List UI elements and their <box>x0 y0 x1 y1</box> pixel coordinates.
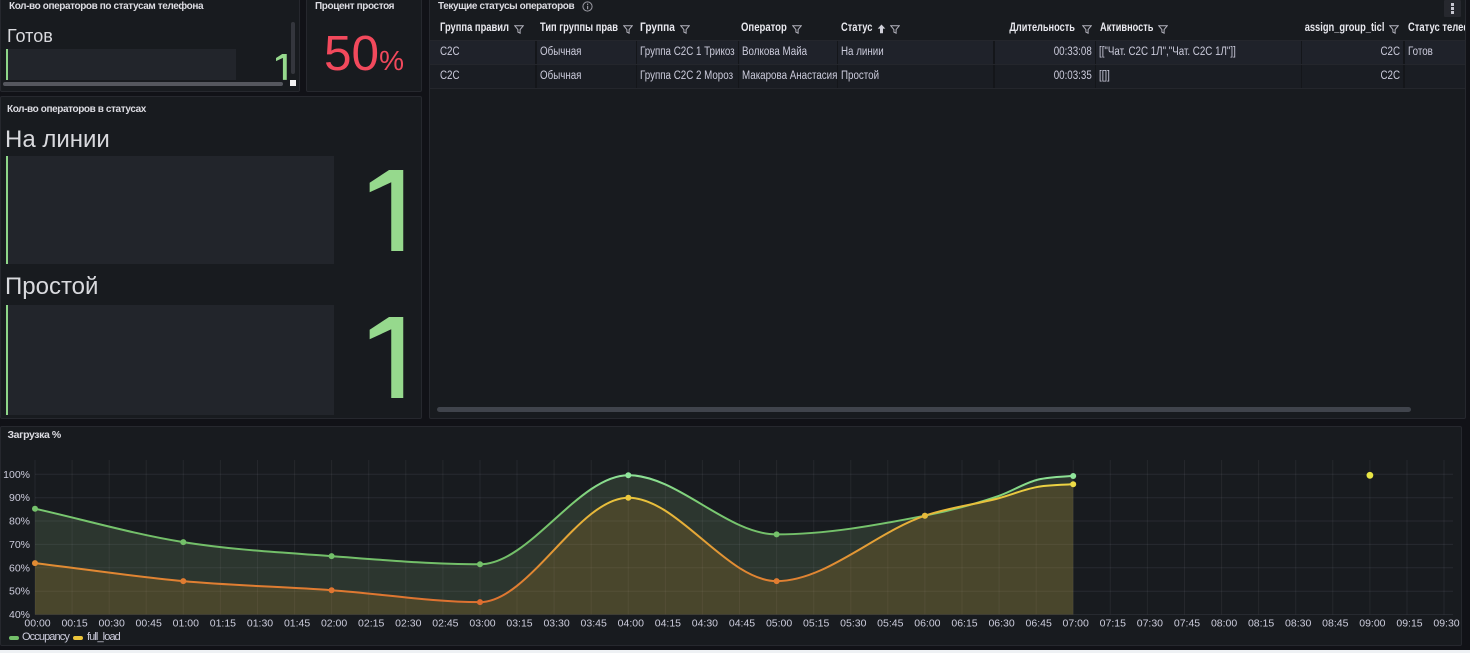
svg-text:05:45: 05:45 <box>877 618 903 630</box>
svg-text:08:00: 08:00 <box>1211 618 1237 630</box>
svg-text:70%: 70% <box>9 539 30 551</box>
svg-text:01:00: 01:00 <box>173 618 199 630</box>
svg-text:01:15: 01:15 <box>210 618 236 630</box>
svg-text:09:30: 09:30 <box>1433 618 1459 630</box>
svg-text:09:00: 09:00 <box>1359 618 1385 630</box>
svg-text:50%: 50% <box>9 586 30 598</box>
svg-text:03:30: 03:30 <box>543 618 569 630</box>
svg-text:00:30: 00:30 <box>99 618 125 630</box>
svg-text:08:30: 08:30 <box>1285 618 1311 630</box>
svg-text:03:15: 03:15 <box>506 618 532 630</box>
svg-text:05:30: 05:30 <box>840 618 866 630</box>
svg-text:04:30: 04:30 <box>692 618 718 630</box>
svg-text:05:15: 05:15 <box>803 618 829 630</box>
svg-text:08:45: 08:45 <box>1322 618 1348 630</box>
svg-text:90%: 90% <box>9 492 30 504</box>
svg-text:07:30: 07:30 <box>1137 618 1163 630</box>
svg-text:00:45: 00:45 <box>136 618 162 630</box>
svg-text:06:15: 06:15 <box>951 618 977 630</box>
svg-text:02:30: 02:30 <box>395 618 421 630</box>
svg-text:40%: 40% <box>9 609 30 621</box>
svg-text:06:00: 06:00 <box>914 618 940 630</box>
svg-text:60%: 60% <box>9 562 30 574</box>
svg-text:08:15: 08:15 <box>1248 618 1274 630</box>
svg-text:04:45: 04:45 <box>729 618 755 630</box>
svg-text:07:45: 07:45 <box>1174 618 1200 630</box>
svg-text:00:00: 00:00 <box>24 618 50 630</box>
svg-text:02:45: 02:45 <box>432 618 458 630</box>
svg-text:06:45: 06:45 <box>1026 618 1052 630</box>
svg-text:06:30: 06:30 <box>988 618 1014 630</box>
svg-text:07:15: 07:15 <box>1100 618 1126 630</box>
svg-text:100%: 100% <box>3 469 30 481</box>
svg-text:03:00: 03:00 <box>469 618 495 630</box>
svg-text:03:45: 03:45 <box>581 618 607 630</box>
svg-text:01:30: 01:30 <box>247 618 273 630</box>
svg-text:00:15: 00:15 <box>61 618 87 630</box>
svg-text:05:00: 05:00 <box>766 618 792 630</box>
svg-text:01:45: 01:45 <box>284 618 310 630</box>
svg-text:02:00: 02:00 <box>321 618 347 630</box>
svg-text:80%: 80% <box>9 516 30 528</box>
svg-text:09:15: 09:15 <box>1396 618 1422 630</box>
svg-text:04:00: 04:00 <box>618 618 644 630</box>
svg-text:07:00: 07:00 <box>1063 618 1089 630</box>
svg-text:02:15: 02:15 <box>358 618 384 630</box>
svg-text:04:15: 04:15 <box>655 618 681 630</box>
